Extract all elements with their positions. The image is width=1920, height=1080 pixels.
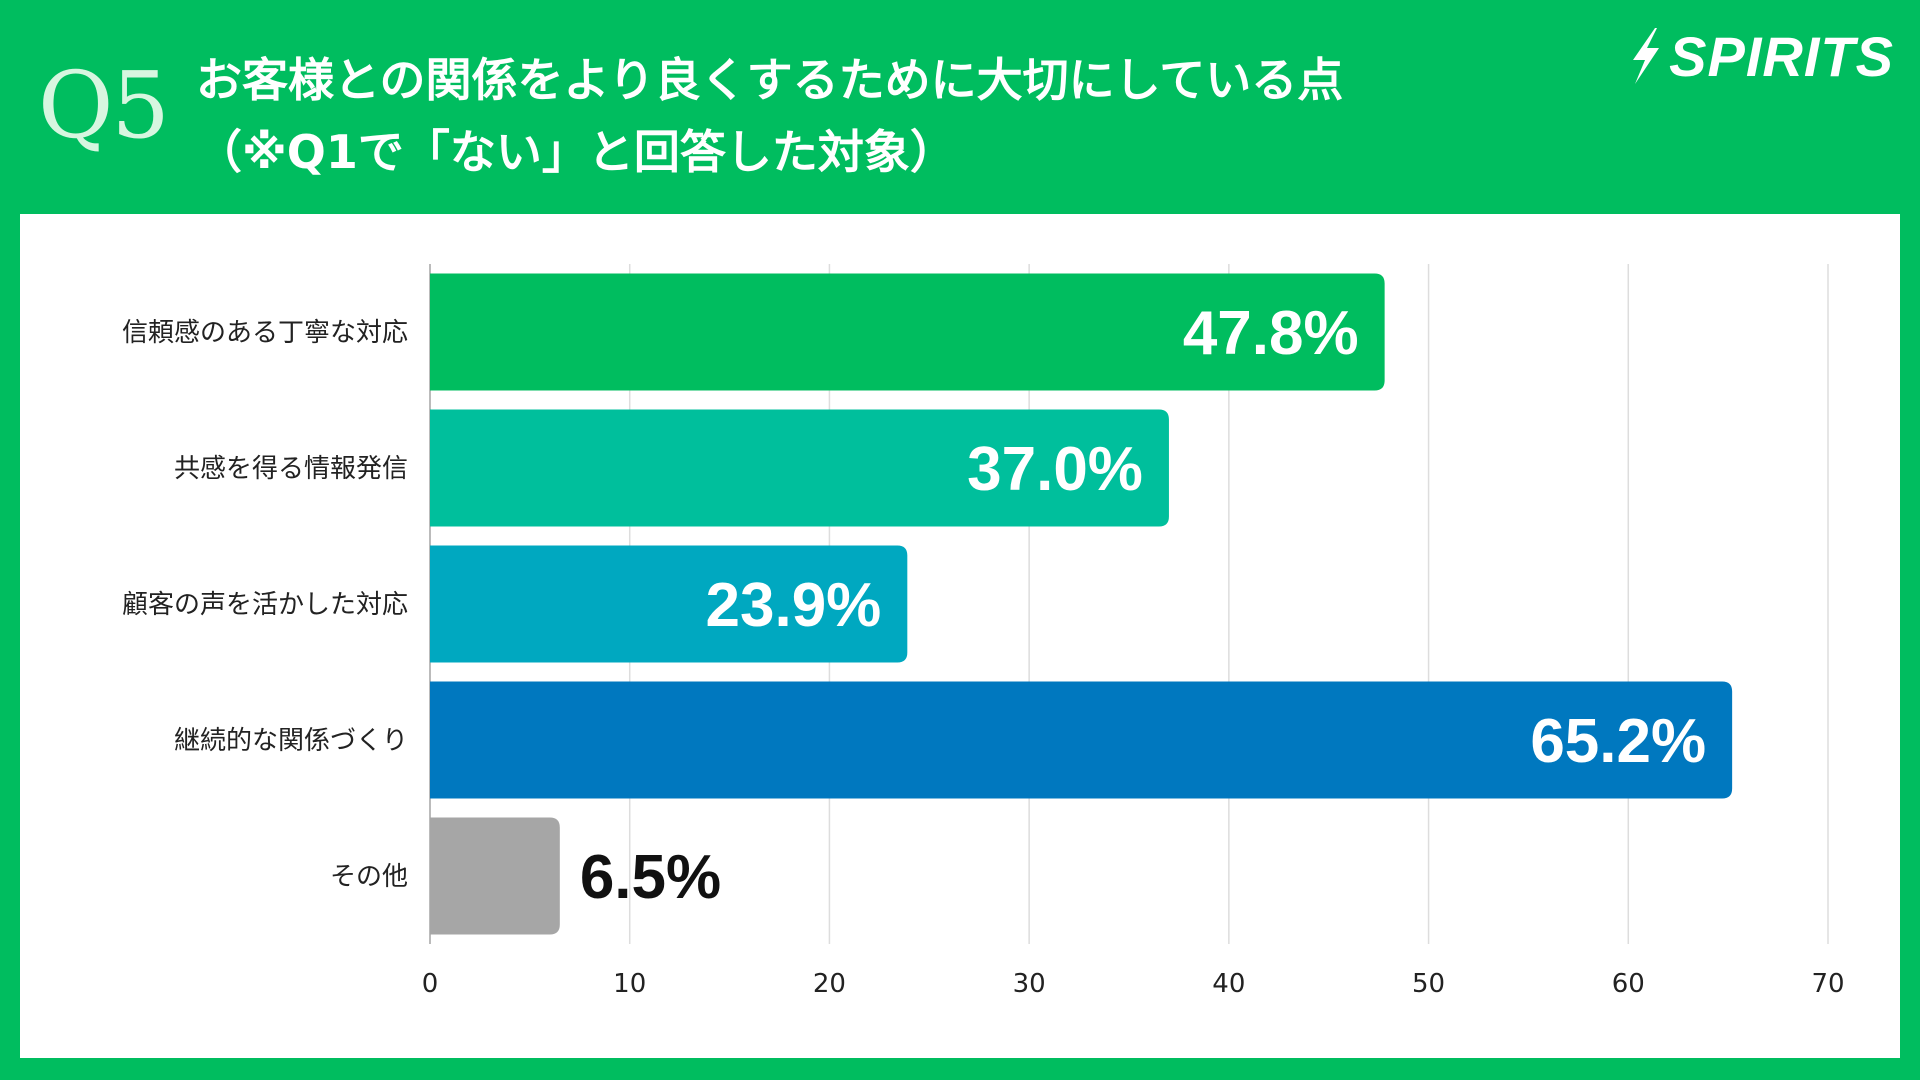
brand-name: SPIRITS [1669, 24, 1894, 88]
x-tick-label: 70 [1811, 969, 1844, 999]
chart-card: 0 10 20 30 40 50 60 70 信頼感のある丁寧な対応 47.8% 共感を得る情報発信… [20, 214, 1900, 1058]
x-tick-label: 50 [1412, 969, 1445, 999]
x-tick-label: 10 [613, 969, 646, 999]
title-line-2: （※Q1で「ない」と回答した対象） [196, 125, 956, 179]
category-label: その他 [330, 862, 408, 892]
question-number: Q5 [38, 52, 170, 159]
x-tick-label: 0 [422, 969, 439, 999]
lightning-icon [1633, 28, 1660, 84]
bar [430, 681, 1733, 799]
value-label: 23.9% [706, 571, 882, 640]
title-line-1: お客様との関係をより良くするために大切にしている点 [196, 53, 1344, 107]
category-label: 信頼感のある丁寧な対応 [122, 318, 408, 348]
x-tick-label: 40 [1212, 969, 1245, 999]
header: Q5 お客様との関係をより良くするために大切にしている点 （※Q1で「ない」と回… [0, 0, 1920, 214]
x-tick-label: 60 [1612, 969, 1645, 999]
page-title: お客様との関係をより良くするために大切にしている点 （※Q1で「ない」と回答した… [196, 44, 1343, 188]
bar-chart: 0 10 20 30 40 50 60 70 信頼感のある丁寧な対応 47.8% 共感を得る情報発信… [122, 264, 1845, 999]
bar [430, 545, 908, 663]
x-tick-label: 30 [1013, 969, 1046, 999]
value-label: 65.2% [1530, 707, 1706, 776]
x-tick-label: 20 [813, 969, 846, 999]
bar [430, 817, 560, 935]
value-label: 37.0% [967, 435, 1143, 504]
category-label: 顧客の声を活かした対応 [122, 590, 408, 620]
value-label: 47.8% [1183, 299, 1359, 368]
value-label: 6.5% [580, 843, 721, 912]
bar [430, 409, 1169, 527]
category-label: 共感を得る情報発信 [174, 454, 408, 484]
brand-logo: SPIRITS [1625, 24, 1894, 88]
category-label: 継続的な関係づくり [174, 726, 408, 756]
bar [430, 273, 1385, 391]
